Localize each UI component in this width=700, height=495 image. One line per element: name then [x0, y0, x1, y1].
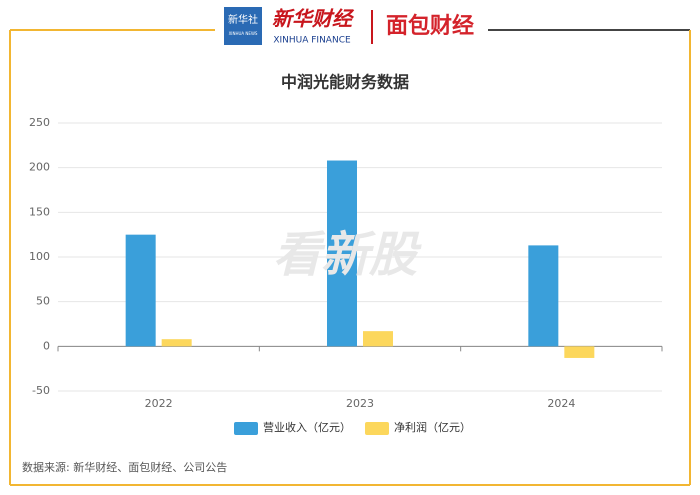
brand: 新华财经 [272, 7, 355, 31]
brand-en: XINHUA FINANCE [273, 36, 351, 46]
x-tick-label: 2023 [346, 397, 374, 410]
bar [528, 245, 559, 347]
bar [327, 160, 357, 347]
legend-swatch [234, 422, 258, 435]
x-tick-label: 2022 [145, 397, 173, 410]
chart-title: 中润光能财务数据 [281, 73, 409, 92]
y-tick-label: 0 [43, 339, 50, 352]
watermark: 看新股 [273, 227, 422, 283]
legend-label: 营业收入（亿元） [263, 420, 351, 434]
y-tick-label: -50 [32, 384, 50, 397]
x-tick-label: 2024 [547, 397, 575, 410]
bar [161, 339, 192, 347]
y-tick-label: 250 [29, 116, 50, 129]
partner: 面包财经 [386, 13, 474, 39]
badge-box [224, 7, 262, 45]
y-tick-label: 150 [29, 205, 50, 218]
legend-swatch [365, 422, 389, 435]
y-tick-label: 50 [36, 295, 50, 308]
y-tick-label: 200 [29, 161, 50, 174]
bar [564, 346, 595, 358]
bar [363, 331, 393, 347]
y-tick-label: 100 [29, 250, 50, 263]
badge-en: XINHUA NEWS [229, 31, 258, 36]
badge-text: 新华社 [228, 13, 258, 26]
source-note: 数据来源: 新华财经、面包财经、公司公告 [22, 460, 227, 474]
bar [125, 234, 156, 347]
legend-label: 净利润（亿元） [394, 420, 471, 434]
